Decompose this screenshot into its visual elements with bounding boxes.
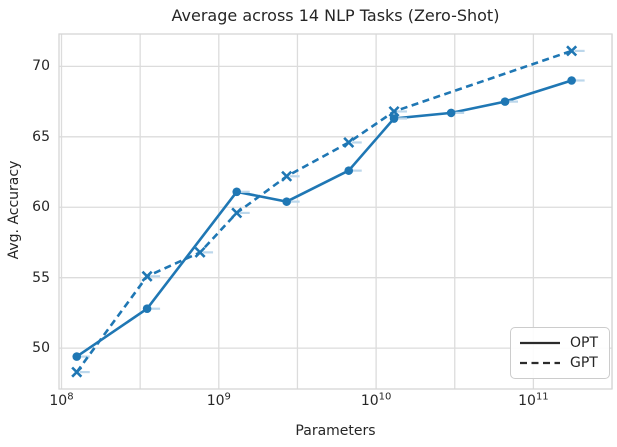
data-point-circle-opt <box>500 97 510 106</box>
data-point-circle-opt <box>389 114 399 123</box>
data-point-x-gpt <box>141 270 153 282</box>
chart-title: Average across 14 NLP Tasks (Zero-Shot) <box>171 6 500 25</box>
y-tick-label: 55 <box>32 269 50 286</box>
legend-item-gpt: GPT <box>519 355 601 371</box>
data-point-circle-opt <box>282 197 291 206</box>
legend-label-opt: OPT <box>570 335 599 351</box>
x-tick-label: 1010 <box>360 391 392 409</box>
axes-frame <box>58 33 613 390</box>
series-line-opt <box>75 79 572 358</box>
data-point-circle-opt <box>567 76 576 85</box>
data-point-x-gpt <box>231 207 243 219</box>
legend-item-opt: OPT <box>519 335 601 351</box>
data-point-x-gpt <box>566 45 578 57</box>
series-line-gpt <box>75 49 573 373</box>
data-point-x-gpt <box>194 246 206 258</box>
data-point-circle-opt <box>446 108 456 118</box>
x-axis-label: Parameters <box>295 423 376 439</box>
data-point-x-gpt <box>281 170 293 182</box>
data-point-circle-opt <box>142 304 152 314</box>
data-point-x-gpt <box>343 136 355 148</box>
x-tick-label: 109 <box>206 391 231 409</box>
legend: OPT GPT <box>510 327 610 379</box>
y-tick-label: 50 <box>32 340 50 357</box>
data-point-x-gpt <box>71 366 83 378</box>
y-tick-label: 70 <box>32 58 50 75</box>
y-tick-label: 60 <box>32 199 50 216</box>
y-tick-label: 65 <box>32 128 50 145</box>
data-point-circle-opt <box>344 166 354 175</box>
data-point-circle-opt <box>232 187 242 197</box>
x-tick-label: 108 <box>49 391 74 409</box>
data-point-circle-opt <box>72 352 82 361</box>
data-point-x-gpt <box>388 105 400 117</box>
x-tick-label: 1011 <box>518 391 549 409</box>
dashed-line-sample-icon <box>520 361 560 365</box>
legend-label-gpt: GPT <box>570 355 598 371</box>
solid-line-sample-icon <box>520 341 560 345</box>
